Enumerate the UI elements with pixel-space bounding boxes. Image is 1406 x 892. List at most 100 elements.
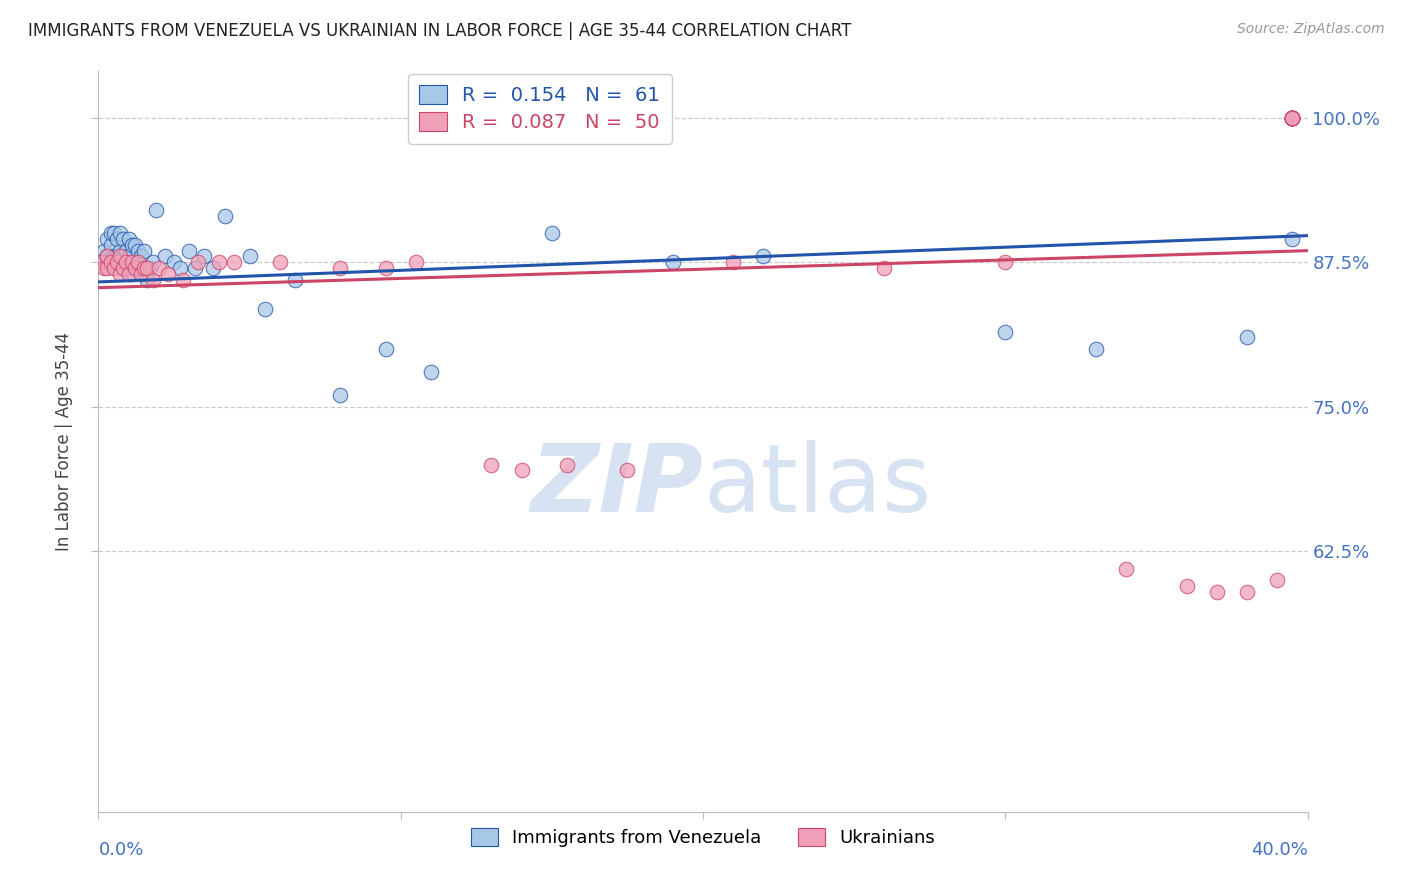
Point (374, 342, 396, 356)
Point (329, 388, 352, 402)
Point (1281, 111, 1303, 125)
Point (118, 250, 141, 264)
Point (127, 260, 149, 275)
Point (121, 267, 143, 281)
Point (121, 238, 143, 252)
Point (111, 232, 134, 246)
Point (111, 250, 134, 264)
Point (224, 255, 246, 269)
Point (100, 255, 122, 269)
Point (108, 267, 131, 281)
Point (284, 272, 307, 286)
Point (105, 255, 128, 269)
Point (142, 272, 165, 286)
Point (1236, 330, 1258, 344)
Point (129, 267, 152, 281)
Point (269, 255, 291, 269)
Point (124, 260, 146, 275)
Point (239, 250, 262, 264)
Point (253, 301, 276, 316)
Point (103, 227, 125, 241)
Point (148, 260, 170, 275)
Y-axis label: In Labor Force | Age 35-44: In Labor Force | Age 35-44 (55, 332, 73, 551)
Point (135, 260, 157, 275)
Point (1175, 579, 1198, 593)
Point (129, 250, 152, 264)
Point (1281, 111, 1303, 125)
Point (1115, 562, 1137, 576)
Point (100, 255, 122, 269)
Point (114, 255, 136, 269)
Point (374, 260, 396, 275)
Point (100, 227, 122, 241)
Point (1281, 232, 1303, 246)
Text: Source: ZipAtlas.com: Source: ZipAtlas.com (1237, 22, 1385, 37)
Point (169, 260, 191, 275)
Point (1281, 111, 1303, 125)
Point (132, 260, 155, 275)
Point (108, 244, 131, 258)
Point (510, 463, 533, 477)
Point (540, 227, 562, 241)
Point (108, 250, 131, 264)
Point (118, 260, 141, 275)
Point (1281, 111, 1303, 125)
Point (111, 260, 134, 275)
Point (139, 260, 162, 275)
Point (90, 255, 112, 269)
Point (184, 260, 207, 275)
Point (93, 244, 115, 258)
Text: 40.0%: 40.0% (1251, 840, 1308, 859)
Point (420, 365, 443, 379)
Point (142, 255, 165, 269)
Point (96, 232, 118, 246)
Point (96, 260, 118, 275)
Point (481, 458, 503, 472)
Point (193, 250, 215, 264)
Point (1281, 111, 1303, 125)
Point (132, 244, 155, 258)
Point (1281, 111, 1303, 125)
Point (90, 255, 112, 269)
Point (179, 244, 201, 258)
Point (1085, 342, 1108, 356)
Point (156, 267, 179, 281)
Point (96, 250, 118, 264)
Point (145, 203, 167, 218)
Point (121, 255, 143, 269)
Point (103, 255, 125, 269)
Point (114, 244, 136, 258)
Text: 0.0%: 0.0% (98, 840, 143, 859)
Point (723, 255, 745, 269)
Point (118, 232, 141, 246)
Point (96, 255, 118, 269)
Point (214, 209, 236, 223)
Point (103, 250, 125, 264)
Point (108, 227, 131, 241)
Point (127, 255, 149, 269)
Point (93, 260, 115, 275)
Point (873, 260, 896, 275)
Point (163, 255, 186, 269)
Point (994, 255, 1017, 269)
Text: atlas: atlas (703, 440, 931, 532)
Point (118, 267, 141, 281)
Point (93, 255, 115, 269)
Point (202, 260, 225, 275)
Point (132, 260, 155, 275)
Point (1267, 574, 1289, 588)
Point (208, 255, 231, 269)
Point (1236, 585, 1258, 599)
Point (616, 463, 638, 477)
Legend: Immigrants from Venezuela, Ukrainians: Immigrants from Venezuela, Ukrainians (464, 822, 942, 855)
Point (555, 458, 578, 472)
Point (329, 260, 352, 275)
Point (172, 272, 194, 286)
Point (405, 255, 427, 269)
Point (96, 250, 118, 264)
Point (127, 244, 149, 258)
Point (100, 238, 122, 252)
Point (124, 238, 146, 252)
Text: ZIP: ZIP (530, 440, 703, 532)
Point (1281, 111, 1303, 125)
